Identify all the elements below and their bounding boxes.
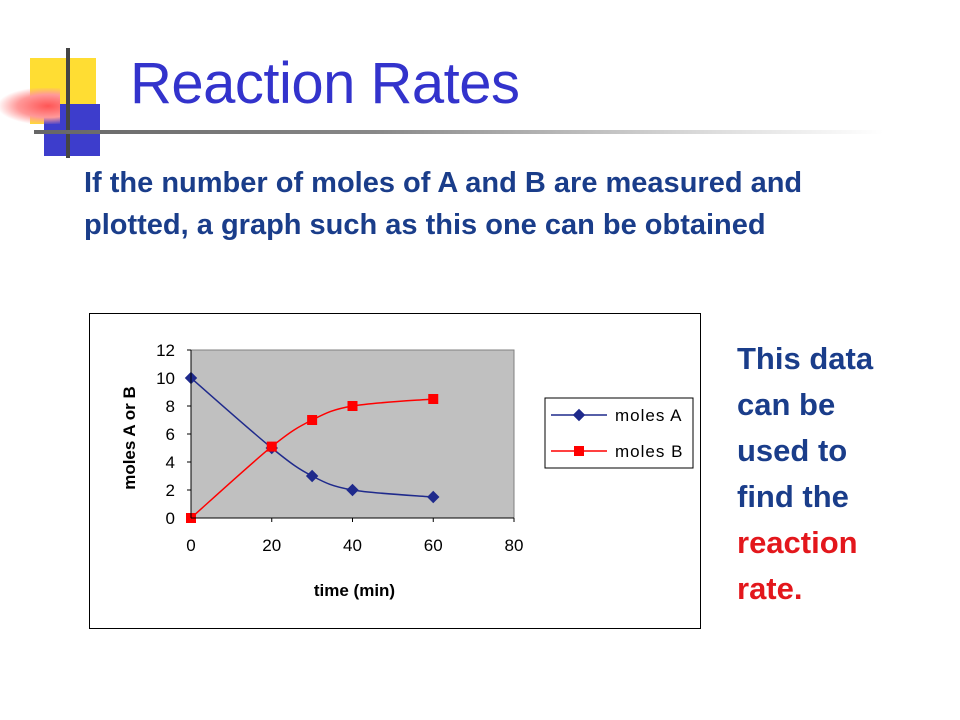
y-tick-label: 10 <box>156 369 175 388</box>
x-tick-label: 80 <box>505 536 524 555</box>
x-tick-label: 20 <box>262 536 281 555</box>
x-tick-label: 60 <box>424 536 443 555</box>
legend-label: moles B <box>615 442 683 461</box>
corner-vertical-rule <box>66 48 70 158</box>
side-note-line: used to <box>737 433 848 468</box>
side-note-line: can be <box>737 387 836 422</box>
data-point <box>346 483 359 497</box>
side-note-highlight-line: rate. <box>737 571 803 606</box>
data-point <box>305 469 319 483</box>
x-tick-label: 40 <box>343 536 362 555</box>
corner-red-flare <box>0 88 60 124</box>
y-tick-label: 12 <box>156 341 175 360</box>
data-point <box>428 394 439 404</box>
line-chart: 0 2 4 6 8 10 12 0 20 40 60 80 time (min) moles A o… <box>120 341 694 600</box>
side-note-highlight: reaction rate. <box>737 520 937 612</box>
y-tick-label: 6 <box>166 425 175 444</box>
page-title: Reaction Rates <box>130 51 520 116</box>
legend: moles A moles B <box>544 397 694 469</box>
data-point <box>266 441 277 452</box>
data-point <box>427 490 440 504</box>
x-axis-label: time (min) <box>314 581 395 600</box>
legend-items: moles A moles B <box>551 406 683 461</box>
side-note-highlight-line: reaction <box>737 525 858 560</box>
y-tick-label: 0 <box>166 509 175 528</box>
title-rule <box>34 130 884 134</box>
y-tick-label: 2 <box>166 481 175 500</box>
legend-item: moles A <box>551 406 682 425</box>
legend-swatch-marker <box>572 408 586 422</box>
side-note-lines: This data can be used to find the <box>737 336 937 520</box>
y-tick-label: 8 <box>166 397 175 416</box>
data-point <box>307 415 318 425</box>
chart-frame: 0 2 4 6 8 10 12 0 20 40 60 80 time (min) moles A o… <box>89 313 701 629</box>
y-axis-ticks: 0 2 4 6 8 10 12 <box>156 341 191 528</box>
side-note: This data can be used to find the reaction r… <box>737 336 937 612</box>
intro-text: If the number of moles of A and B are me… <box>84 167 803 241</box>
legend-label: moles A <box>615 406 682 425</box>
y-axis-label: moles A or B <box>120 386 139 490</box>
data-point <box>347 401 358 411</box>
x-tick-label: 0 <box>186 536 195 555</box>
legend-item: moles B <box>551 442 683 461</box>
y-tick-label: 4 <box>166 453 175 472</box>
side-note-line: This data <box>737 341 874 376</box>
legend-box <box>544 397 694 469</box>
side-note-line: find the <box>737 479 849 514</box>
x-axis-ticks: 0 20 40 60 80 <box>186 518 523 555</box>
legend-swatch-marker <box>574 446 584 456</box>
